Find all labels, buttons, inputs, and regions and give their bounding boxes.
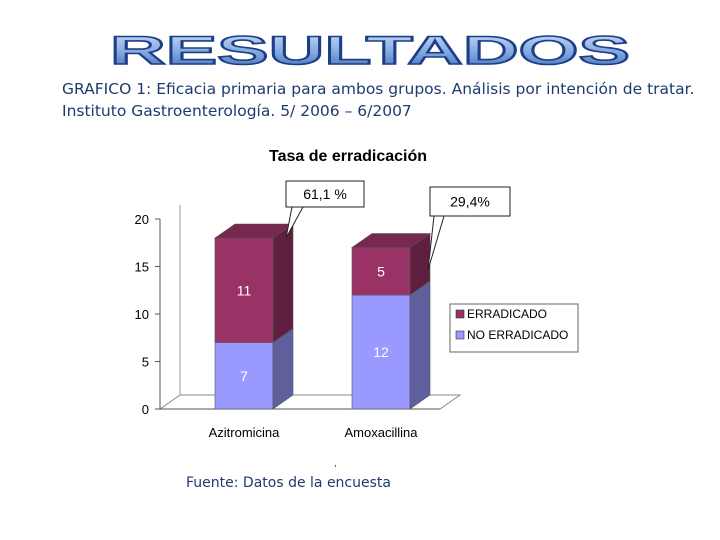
legend-label: ERRADICADO <box>467 307 547 321</box>
source-note: Fuente: Datos de la encuesta <box>186 475 391 491</box>
callout-pointer <box>285 206 304 239</box>
bar-top <box>351 233 431 248</box>
bar-segment <box>214 342 274 410</box>
stray-mark: , <box>334 458 337 469</box>
x-tick-label: Amoxacillina <box>345 425 419 440</box>
y-tick-label: 20 <box>135 212 149 227</box>
legend-box <box>449 303 579 353</box>
chart-caption: GRAFICO 1: Eficacia primaria para ambos … <box>62 80 695 120</box>
callout-text: 61,1 % <box>303 186 347 202</box>
callout-text: 29,4% <box>450 194 490 210</box>
plot-area: 0 5 10 15 20 7 11 Azitromicina 12 5 Amoxacillina <box>135 205 462 440</box>
y-tick-label: 10 <box>135 307 149 322</box>
legend: ERRADICADO NO ERRADICADO <box>449 303 579 353</box>
data-label: 12 <box>373 344 389 360</box>
chart-title: Tasa de erradicación <box>269 148 427 165</box>
callouts: 61,1 % 29,4% <box>285 180 511 271</box>
y-tick-label: 15 <box>135 260 149 275</box>
x-tick-label: Azitromicina <box>209 425 281 440</box>
y-tick-label: 0 <box>142 402 149 417</box>
bar-segment <box>351 247 411 296</box>
data-label: 7 <box>240 368 248 384</box>
data-label: 5 <box>377 263 385 279</box>
callout-pointer <box>427 215 445 271</box>
data-label: 11 <box>237 282 252 298</box>
banner-title: RESULTADOS <box>110 29 630 73</box>
bar-segment-side <box>409 280 431 410</box>
callout-box <box>429 186 511 217</box>
y-tick-label: 5 <box>142 355 149 370</box>
bar-segment-side <box>272 223 294 344</box>
legend-swatch <box>455 309 465 319</box>
callout-box <box>285 180 365 208</box>
legend-label: NO ERRADICADO <box>467 328 568 342</box>
results-banner: RESULTADOS <box>109 28 631 74</box>
legend-swatch <box>455 330 465 340</box>
